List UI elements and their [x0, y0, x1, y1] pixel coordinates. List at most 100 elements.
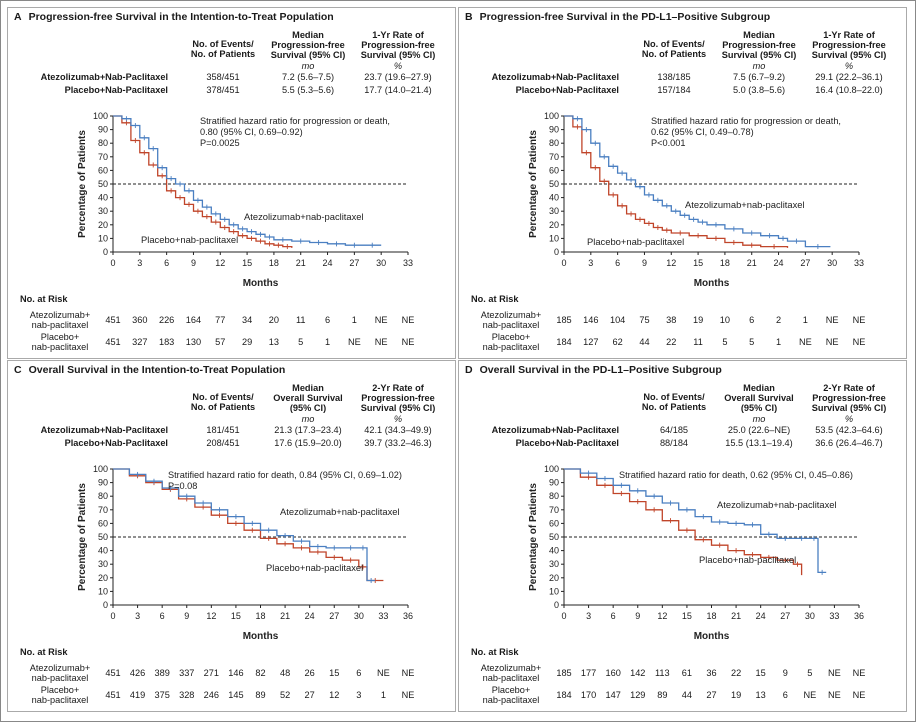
km-plot: 0 10 20 30 40 50 60 70 80 90 100 0 3 6 9 12 15 18 21 24 27 30… — [77, 111, 413, 289]
x-tick-label: 3 — [137, 258, 142, 268]
y-tick-label: 10 — [98, 586, 108, 596]
x-tick-label: 0 — [110, 258, 115, 268]
x-tick-label: 33 — [403, 258, 413, 268]
risk-count-placebo: NE — [828, 690, 841, 700]
arm2-median: 15.5 (13.1–19.4) — [725, 438, 793, 448]
risk-count-placebo: 184 — [556, 690, 572, 700]
risk-count-placebo: 57 — [215, 337, 226, 347]
risk-count-placebo: 44 — [639, 337, 650, 347]
x-tick-label: 6 — [164, 258, 169, 268]
y-axis-label: Percentage of Patients — [77, 130, 88, 238]
y-tick-label: 70 — [549, 505, 559, 515]
rate-header-line2: Progression-free — [361, 40, 435, 50]
x-tick-label: 33 — [829, 611, 839, 621]
risk-count-placebo: 62 — [612, 337, 623, 347]
x-tick-label: 30 — [354, 611, 364, 621]
hazard-ratio-text: 0.80 (95% CI, 0.69–0.92) — [200, 127, 303, 137]
arm1-median: 7.5 (6.7–9.2) — [732, 72, 786, 82]
y-tick-label: 0 — [554, 247, 559, 257]
risk-count-atezo: 389 — [154, 668, 170, 678]
x-tick-label: 27 — [329, 611, 339, 621]
panel-title-text: Progression-free Survival in the PD-L1–P… — [479, 11, 771, 23]
risk-count-placebo: 129 — [630, 690, 646, 700]
x-tick-label: 0 — [110, 611, 115, 621]
risk-count-atezo: 1 — [802, 315, 808, 325]
x-tick-label: 6 — [611, 611, 616, 621]
y-tick-label: 30 — [549, 206, 559, 216]
risk-count-atezo: 6 — [749, 315, 755, 325]
median-header-line3: (95% CI) — [289, 403, 327, 413]
x-tick-label: 27 — [780, 611, 790, 621]
risk-count-placebo: 1 — [775, 337, 782, 347]
risk-arm1-label-line2: nab-paclitaxel — [482, 320, 540, 330]
rate-header-line3: Survival (95% CI) — [360, 50, 436, 60]
rate-header-line3: Survival (95% CI) — [811, 50, 887, 60]
y-tick-label: 50 — [549, 179, 559, 189]
median-header-line1: Median — [292, 383, 324, 393]
y-tick-label: 40 — [98, 546, 108, 556]
y-tick-label: 30 — [98, 559, 108, 569]
risk-count-atezo: 226 — [158, 315, 175, 325]
events-header-line1: No. of Events/ — [643, 39, 705, 49]
median-header-line2: Progression-free — [271, 40, 345, 50]
hazard-ratio-text: P=0.0025 — [200, 138, 240, 148]
x-tick-label: 3 — [135, 611, 140, 621]
curve-label-placebo: Placebo+nab-paclitaxel — [141, 234, 238, 245]
risk-count-atezo: NE — [374, 315, 388, 325]
y-tick-label: 90 — [98, 125, 108, 135]
median-header-line2: Overall Survival — [273, 393, 343, 403]
y-axis-label: Percentage of Patients — [528, 483, 539, 591]
risk-count-atezo: 426 — [129, 668, 146, 678]
y-tick-label: 40 — [98, 193, 108, 203]
arm1-events: 181/451 — [206, 425, 240, 435]
km-curve-atezo — [113, 468, 376, 582]
median-header-line2: Overall Survival — [724, 393, 794, 403]
risk-count-placebo: 5 — [298, 337, 304, 347]
risk-count-placebo: 1 — [380, 690, 386, 700]
y-axis-label: Percentage of Patients — [77, 483, 88, 591]
risk-count-atezo: 146 — [228, 668, 244, 678]
y-tick-label: 100 — [93, 464, 108, 474]
y-tick-label: 30 — [98, 206, 108, 216]
rate-header-line2: Progression-free — [361, 393, 435, 403]
arm1-row-label: Atezolizumab+Nab-Paclitaxel — [491, 425, 619, 435]
x-tick-label: 3 — [588, 258, 593, 268]
risk-count-placebo: 419 — [129, 690, 146, 700]
risk-arm2-label-line1: Placebo+ — [491, 332, 531, 342]
hazard-ratio-text: Stratified hazard ratio for death, 0.62 … — [619, 470, 853, 480]
rate-header-line1: 2-Yr Rate of — [372, 383, 424, 393]
panel-letter: A — [14, 11, 22, 23]
risk-count-atezo: NE — [828, 668, 841, 678]
risk-arm2-label-line2: nab-paclitaxel — [482, 342, 540, 352]
x-tick-label: 0 — [561, 258, 566, 268]
risk-count-atezo: 22 — [730, 668, 742, 678]
risk-count-placebo: 246 — [203, 690, 219, 700]
risk-count-placebo: 52 — [279, 690, 291, 700]
x-tick-label: 24 — [756, 611, 766, 621]
risk-arm2-label-line2: nab-paclitaxel — [31, 695, 89, 705]
panel-title: D Overall Survival in the PD-L1–Positive … — [465, 364, 722, 376]
median-unit: mo — [301, 414, 315, 424]
x-tick-label: 0 — [561, 611, 566, 621]
risk-count-atezo: 6 — [324, 315, 331, 325]
risk-count-atezo: 11 — [295, 315, 306, 325]
curve-label-placebo: Placebo+nab-paclitaxel — [266, 562, 363, 573]
arm1-rate: 29.1 (22.2–36.1) — [815, 72, 883, 82]
y-tick-label: 60 — [549, 518, 559, 528]
y-tick-label: 80 — [549, 491, 559, 501]
risk-count-placebo: 13 — [268, 337, 280, 347]
risk-count-placebo: 27 — [304, 690, 315, 700]
risk-count-placebo: 13 — [755, 690, 766, 700]
risk-count-placebo: 5 — [722, 337, 728, 347]
risk-count-placebo: 89 — [255, 690, 266, 700]
risk-count-placebo: NE — [347, 337, 361, 347]
risk-count-atezo: 451 — [105, 315, 121, 325]
y-axis-label: Percentage of Patients — [528, 130, 539, 238]
events-header-line1: No. of Events/ — [643, 392, 705, 402]
y-tick-label: 10 — [549, 233, 559, 243]
x-tick-label: 9 — [191, 258, 196, 268]
arm1-rate: 42.1 (34.3–49.9) — [364, 425, 432, 435]
risk-count-placebo: 11 — [693, 337, 703, 347]
risk-count-placebo: NE — [401, 690, 415, 700]
rate-unit: % — [844, 61, 854, 71]
